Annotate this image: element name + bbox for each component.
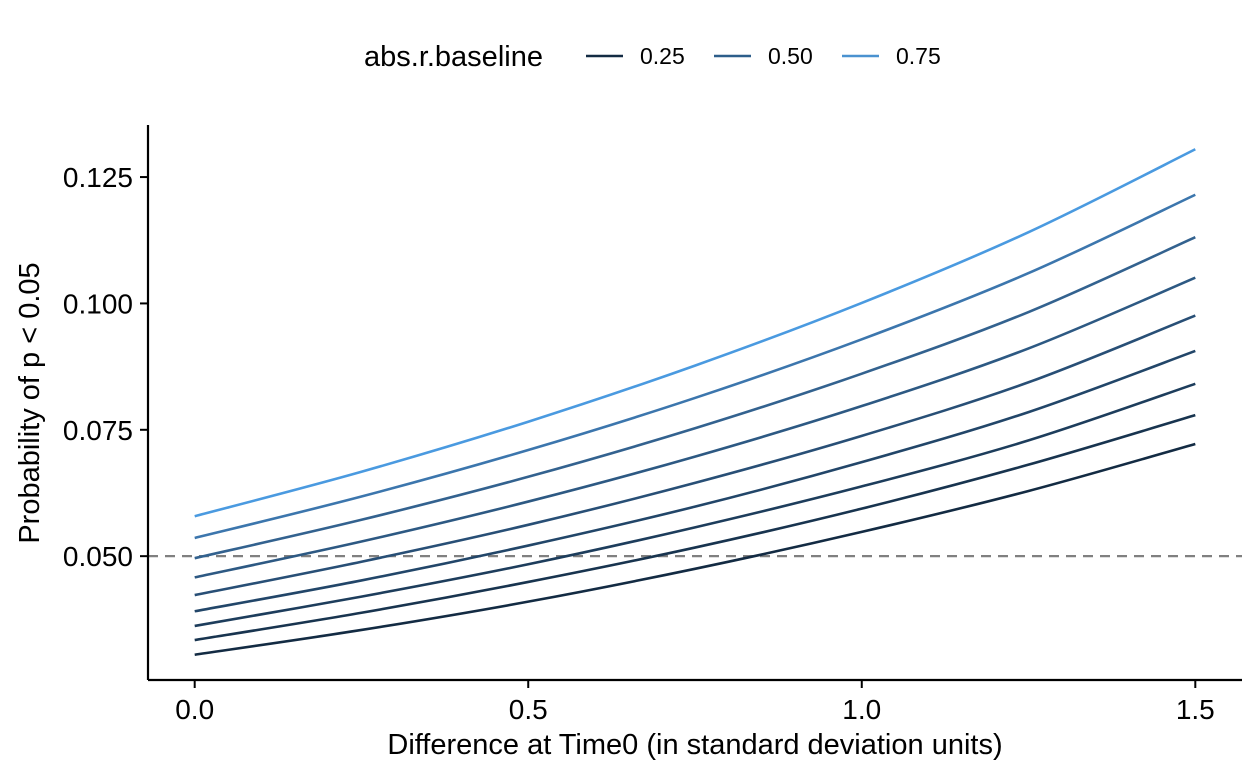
legend-label: 0.50 [768, 43, 813, 69]
series-line-7 [194, 236, 1196, 560]
x-tick-label: 0.5 [509, 694, 548, 725]
series-line-8 [194, 193, 1196, 540]
series-line-1 [194, 442, 1196, 657]
y-tick-label: 0.125 [63, 162, 133, 193]
y-tick-label: 0.100 [63, 288, 133, 319]
y-axis-title: Probability of p < 0.05 [14, 262, 46, 543]
series-line-3 [194, 382, 1196, 628]
y-tick-label: 0.075 [63, 415, 133, 446]
series-line-9 [194, 148, 1196, 518]
plot-area: 0.0 0.5 1.0 1.5 0.050 0.075 0.100 0.125 [63, 125, 1242, 725]
x-axis-title: Difference at Time0 (in standard deviati… [387, 729, 1002, 761]
y-tick-label: 0.050 [63, 541, 133, 572]
series-line-4 [194, 349, 1196, 613]
series-line-5 [194, 314, 1196, 597]
legend-label: 0.25 [640, 43, 685, 69]
x-tick-label: 1.5 [1176, 694, 1215, 725]
series-line-6 [194, 276, 1196, 579]
series-line-2 [194, 413, 1196, 642]
x-tick-label: 0.0 [175, 694, 214, 725]
x-tick-label: 1.0 [842, 694, 881, 725]
legend-title: abs.r.baseline [364, 41, 543, 73]
legend-label: 0.75 [896, 43, 941, 69]
legend: abs.r.baseline 0.25 0.50 0.75 [364, 41, 941, 73]
